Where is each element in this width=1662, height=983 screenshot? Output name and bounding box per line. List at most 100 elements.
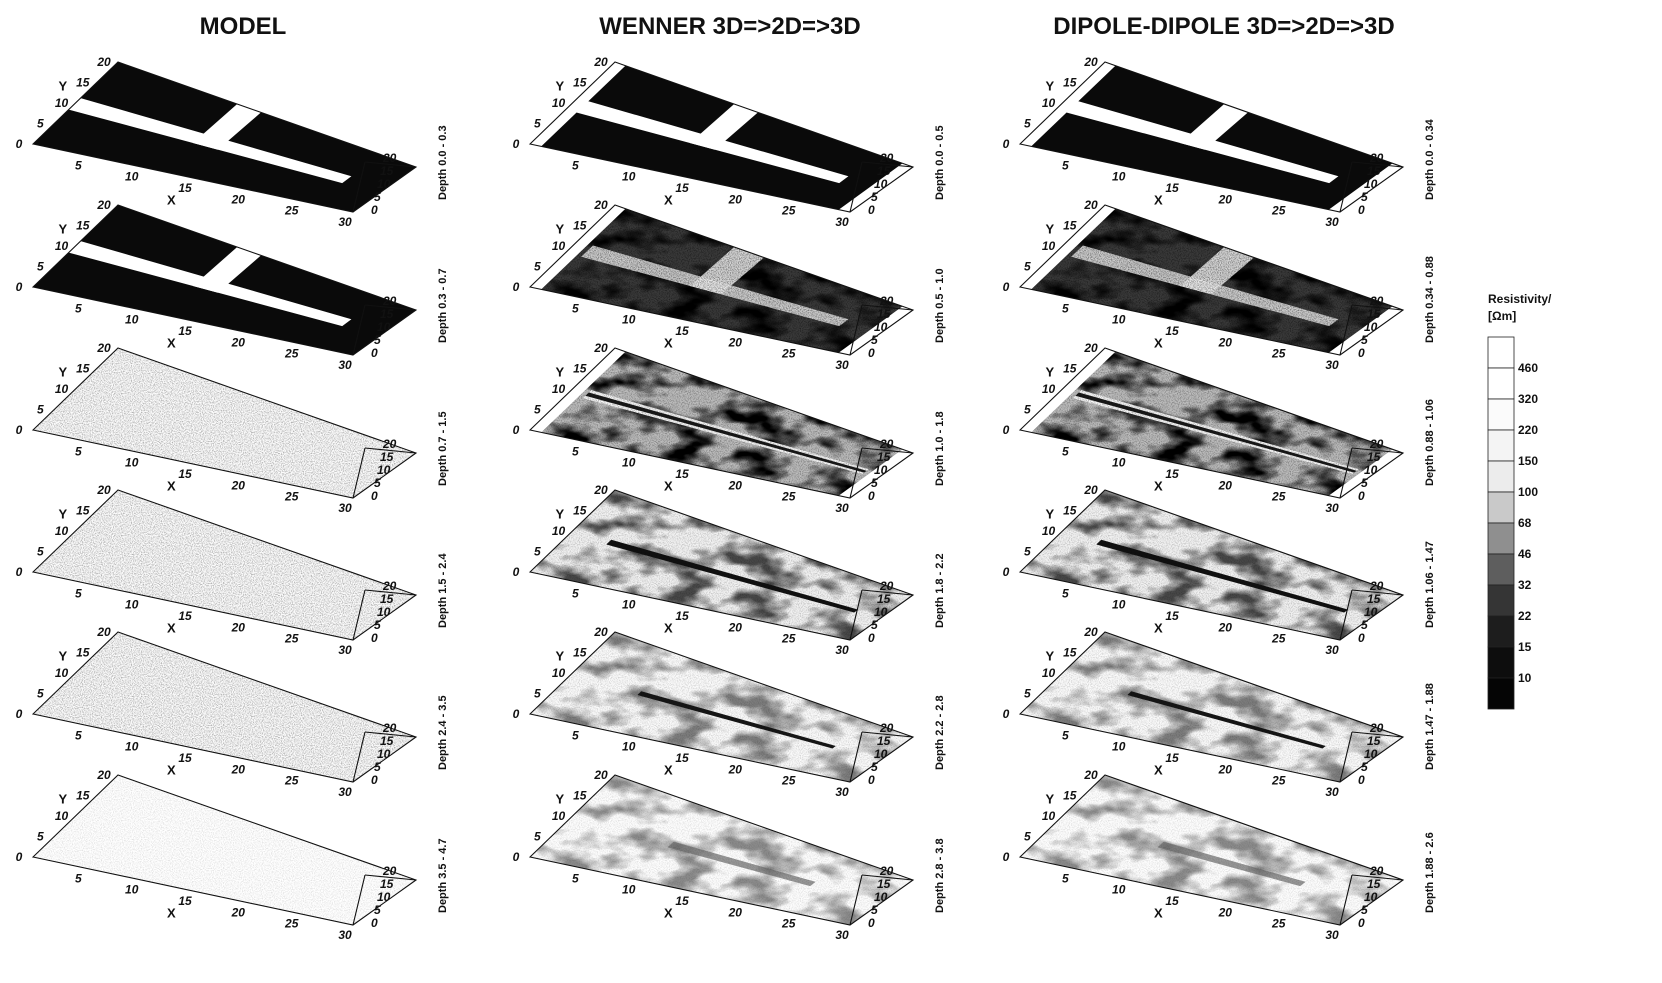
z-tick-label: 5 [871,618,878,632]
z-tick-label: 15 [380,450,394,464]
depth-label: Depth 0.34 - 0.88 [1424,256,1436,343]
y-tick-label: 0 [513,565,520,579]
column-title-dipole: DIPOLE-DIPOLE 3D=>2D=>3D [1053,13,1394,40]
legend-swatch [1487,429,1515,462]
x-tick-label: 5 [75,444,82,458]
x-tick-label: 10 [1112,883,1126,897]
x-tick-label: 5 [75,586,82,600]
x-tick-label: 20 [728,335,743,349]
x-tick-label: 25 [284,347,299,361]
x-tick-label: 15 [675,324,689,338]
x-tick-label: 15 [1165,894,1179,908]
y-tick-label: 15 [76,646,90,660]
z-tick-label: 15 [1367,307,1381,321]
y-tick-label: 5 [1024,545,1031,559]
z-tick-label: 20 [1369,721,1384,735]
x-tick-label: 20 [231,762,246,776]
depth-label: Depth 1.88 - 2.6 [1424,832,1436,913]
y-tick-label: 10 [552,524,566,538]
depth-label: Depth 1.47 - 1.88 [1424,683,1436,770]
z-tick-label: 15 [1367,734,1381,748]
y-tick-label: 0 [16,423,23,437]
z-axis-line [1339,731,1353,783]
y-tick-label: 10 [552,666,566,680]
x-tick-label: 5 [75,871,82,885]
x-tick-label: 30 [835,785,849,799]
z-axis-top [861,447,914,454]
y-tick-label: 20 [1083,55,1098,69]
x-tick-label: 5 [75,728,82,742]
z-axis-line [849,304,863,356]
depth-label: Depth 0.0 - 0.34 [1424,118,1436,200]
z-axis-top [364,304,417,311]
z-tick-label: 20 [382,864,397,878]
y-axis-letter: Y [1046,365,1055,380]
y-tick-label: 20 [593,198,608,212]
x-tick-label: 25 [1271,490,1286,504]
y-tick-label: 0 [1003,565,1010,579]
y-axis-letter: Y [556,507,565,522]
x-tick-label: 10 [622,598,636,612]
legend-swatch [1487,491,1515,524]
x-axis-letter: X [664,906,673,921]
x-tick-label: 30 [835,928,849,942]
x-tick-label: 20 [1218,192,1233,206]
slice-image [530,348,913,498]
x-tick-label: 15 [1165,609,1179,623]
y-tick-label: 0 [16,565,23,579]
z-tick-label: 20 [382,294,397,308]
z-tick-label: 10 [874,890,888,904]
x-tick-label: 15 [1165,751,1179,765]
x-tick-label: 5 [1062,301,1069,315]
legend-swatch [1487,677,1515,710]
y-tick-label: 0 [16,707,23,721]
legend-value: 320 [1518,392,1538,406]
z-tick-label: 5 [871,333,878,347]
x-tick-label: 10 [622,170,636,184]
legend-value: 220 [1518,423,1538,437]
z-tick-label: 0 [1358,773,1365,787]
z-axis-line [849,874,863,926]
x-tick-label: 30 [1325,928,1339,942]
x-tick-label: 15 [675,467,689,481]
z-tick-label: 20 [879,864,894,878]
x-tick-label: 20 [728,905,743,919]
legend-swatch [1487,553,1515,586]
x-tick-label: 20 [1218,478,1233,492]
y-tick-label: 15 [1063,76,1077,90]
z-tick-label: 20 [879,151,894,165]
y-tick-label: 15 [76,504,90,518]
y-tick-label: 0 [1003,280,1010,294]
z-tick-label: 0 [1358,631,1365,645]
z-tick-label: 15 [877,164,891,178]
y-tick-label: 0 [16,850,23,864]
y-tick-label: 0 [513,423,520,437]
y-tick-label: 20 [593,341,608,355]
x-axis-letter: X [167,621,176,636]
z-tick-label: 10 [377,747,391,761]
legend-swatch [1487,398,1515,431]
z-tick-label: 15 [877,307,891,321]
z-tick-label: 0 [1358,346,1365,360]
depth-label: Depth 0.7 - 1.5 [437,411,449,486]
column-title-wenner: WENNER 3D=>2D=>3D [599,13,860,40]
y-tick-label: 0 [1003,137,1010,151]
z-tick-label: 5 [871,903,878,917]
x-tick-label: 25 [781,347,796,361]
z-tick-label: 0 [371,346,378,360]
z-tick-label: 10 [1364,320,1378,334]
slice-image [33,205,416,355]
y-axis-letter: Y [59,792,68,807]
y-tick-label: 20 [1083,483,1098,497]
z-tick-label: 10 [874,747,888,761]
z-axis-top [1351,447,1404,454]
y-axis-letter: Y [556,365,565,380]
x-tick-label: 15 [178,751,192,765]
x-axis-letter: X [1154,193,1163,208]
z-tick-label: 5 [374,903,381,917]
z-axis-line [352,161,366,213]
depth-label: Depth 0.0 - 0.5 [934,125,946,200]
